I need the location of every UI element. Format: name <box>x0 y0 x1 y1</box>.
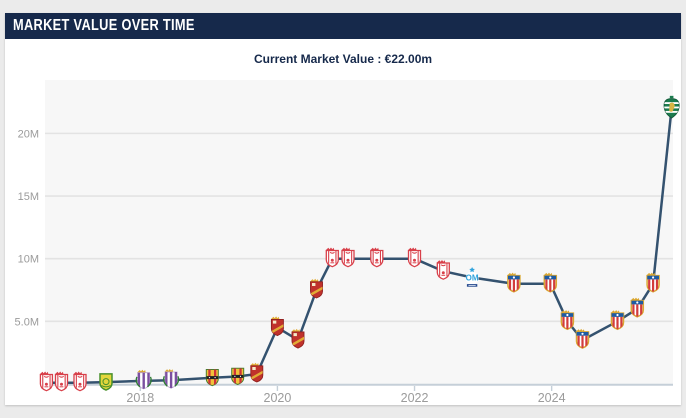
data-point-granada-cf-crest[interactable] <box>437 260 450 279</box>
current-market-value-label: Current Market Value : <box>253 52 382 66</box>
x-axis-label: 2024 <box>538 391 566 405</box>
data-point-granada-cf-crest[interactable] <box>370 248 383 267</box>
data-point-ud-almeria-crest[interactable] <box>561 310 574 330</box>
y-axis-label: 15M <box>18 191 39 203</box>
market-value-panel: MARKET VALUE OVER TIME Current Market Va… <box>5 13 681 405</box>
data-point-granada-cf-crest[interactable] <box>40 372 53 391</box>
current-market-value: Current Market Value : €22.00m <box>5 52 681 66</box>
plot-area <box>45 80 673 385</box>
y-axis-label: 10M <box>18 254 39 266</box>
x-axis-label: 2018 <box>126 391 154 405</box>
data-point-ud-almeria-crest[interactable] <box>631 298 644 318</box>
data-point-ud-almeria-crest[interactable] <box>544 273 557 293</box>
x-axis-label: 2022 <box>401 391 429 405</box>
data-point-real-valladolid-crest[interactable] <box>164 369 179 389</box>
current-market-value-amount: €22.00m <box>384 52 433 66</box>
data-point-granada-cf-crest[interactable] <box>408 248 421 267</box>
data-point-leones-crest[interactable] <box>99 373 113 391</box>
data-point-granada-cf-crest[interactable] <box>73 372 86 391</box>
y-axis-label: 5.0M <box>15 316 39 328</box>
data-point-real-zaragoza-crest[interactable] <box>310 279 324 298</box>
data-point-real-zaragoza-crest[interactable] <box>291 329 305 348</box>
section-header: MARKET VALUE OVER TIME <box>5 13 681 39</box>
data-point-granada-cf-crest[interactable] <box>341 248 354 267</box>
data-point-real-zaragoza-crest[interactable] <box>250 363 264 382</box>
page-title: MARKET VALUE OVER TIME <box>13 17 195 34</box>
x-axis-label: 2020 <box>264 391 292 405</box>
y-axis-label: 20M <box>18 128 39 140</box>
data-point-real-valladolid-crest[interactable] <box>136 370 151 390</box>
data-point-ud-almeria-crest[interactable] <box>647 273 660 293</box>
data-point-granada-cf-crest[interactable] <box>326 248 339 267</box>
data-point-real-zaragoza-crest[interactable] <box>270 316 284 335</box>
data-point-ud-almeria-crest[interactable] <box>576 329 589 349</box>
data-point-ud-almeria-crest[interactable] <box>611 310 624 330</box>
data-point-ud-almeria-crest[interactable] <box>507 273 520 293</box>
data-point-granada-cf-crest[interactable] <box>55 372 68 391</box>
